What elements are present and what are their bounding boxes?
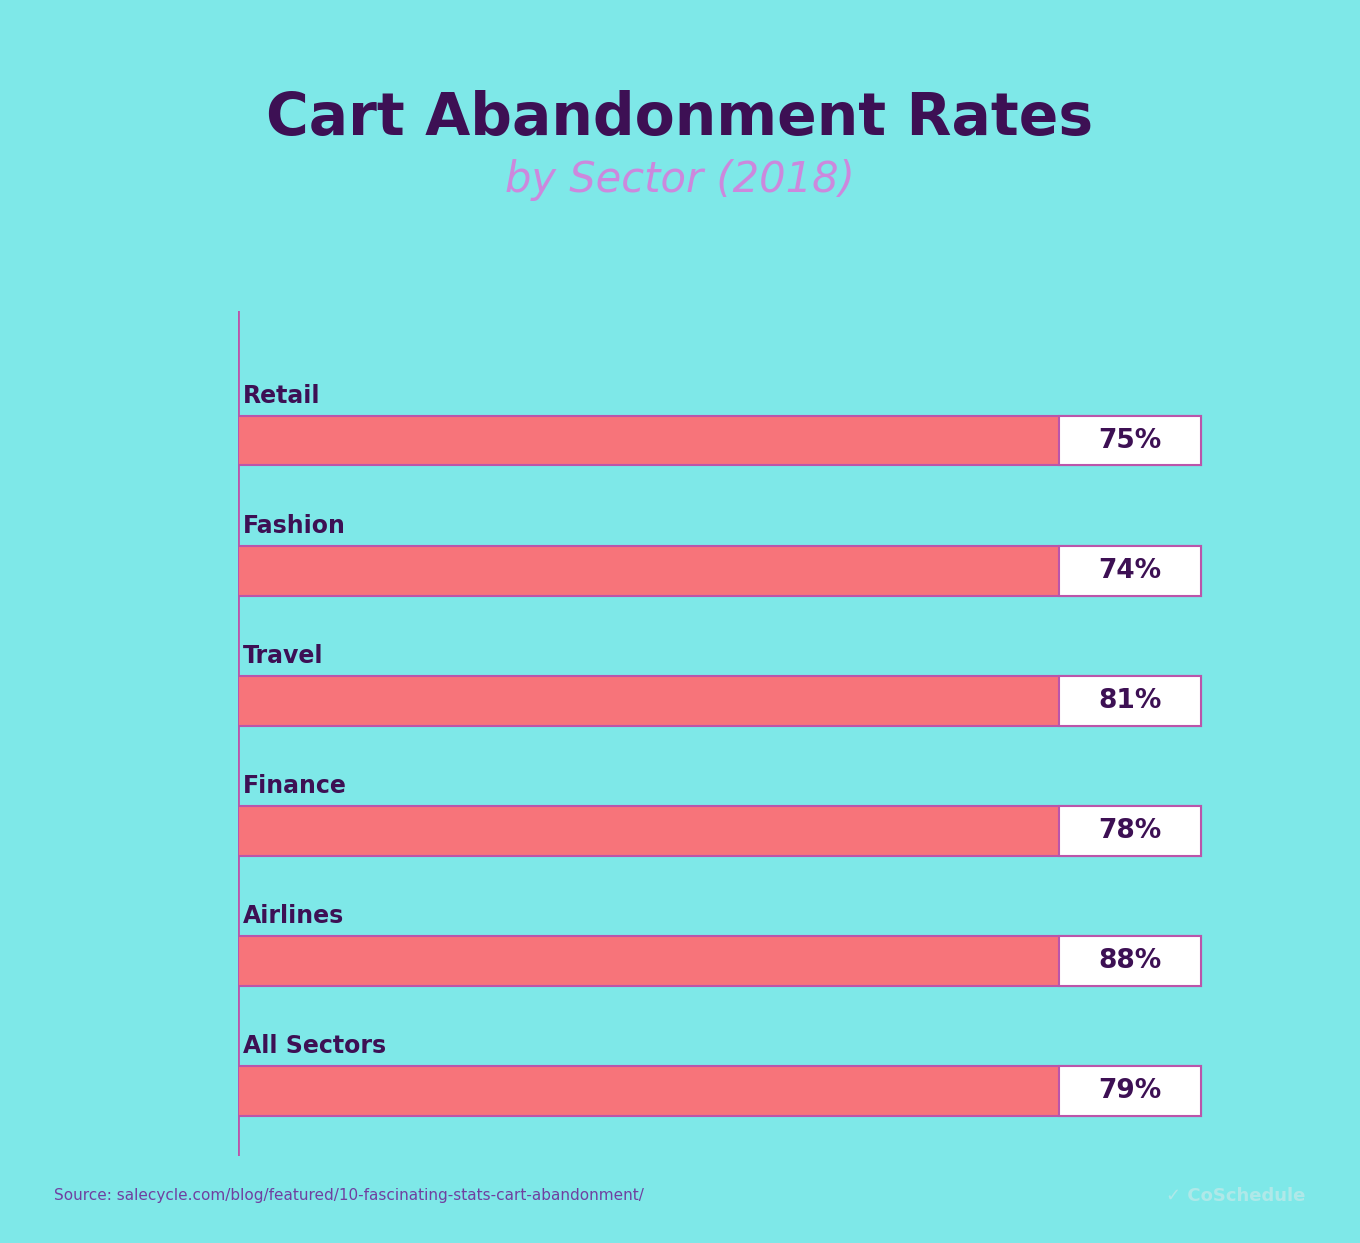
Text: Fashion: Fashion bbox=[243, 515, 345, 538]
FancyBboxPatch shape bbox=[1058, 546, 1201, 595]
Text: Finance: Finance bbox=[243, 774, 347, 798]
FancyBboxPatch shape bbox=[1058, 807, 1201, 855]
Text: 75%: 75% bbox=[1098, 428, 1161, 454]
Text: 81%: 81% bbox=[1098, 687, 1161, 713]
Text: All Sectors: All Sectors bbox=[243, 1034, 386, 1059]
Text: 79%: 79% bbox=[1098, 1078, 1161, 1104]
FancyBboxPatch shape bbox=[238, 416, 1201, 465]
Text: 78%: 78% bbox=[1098, 818, 1161, 844]
FancyBboxPatch shape bbox=[238, 546, 1201, 595]
FancyBboxPatch shape bbox=[1058, 676, 1201, 726]
FancyBboxPatch shape bbox=[1058, 936, 1201, 986]
Text: Cart Abandonment Rates: Cart Abandonment Rates bbox=[267, 89, 1093, 147]
FancyBboxPatch shape bbox=[1058, 416, 1201, 465]
FancyBboxPatch shape bbox=[238, 676, 1201, 726]
Text: 88%: 88% bbox=[1098, 948, 1161, 975]
FancyBboxPatch shape bbox=[1058, 1066, 1201, 1116]
Text: Source: salecycle.com/blog/featured/10-fascinating-stats-cart-abandonment/: Source: salecycle.com/blog/featured/10-f… bbox=[54, 1188, 645, 1203]
FancyBboxPatch shape bbox=[238, 807, 1201, 855]
Text: by Sector (2018): by Sector (2018) bbox=[505, 159, 855, 201]
Text: ✓ CoSchedule: ✓ CoSchedule bbox=[1167, 1187, 1306, 1204]
Text: Airlines: Airlines bbox=[243, 905, 344, 929]
Text: 74%: 74% bbox=[1098, 558, 1161, 584]
Text: Travel: Travel bbox=[243, 644, 324, 669]
Text: Retail: Retail bbox=[243, 384, 321, 408]
FancyBboxPatch shape bbox=[238, 1066, 1201, 1116]
FancyBboxPatch shape bbox=[238, 936, 1201, 986]
